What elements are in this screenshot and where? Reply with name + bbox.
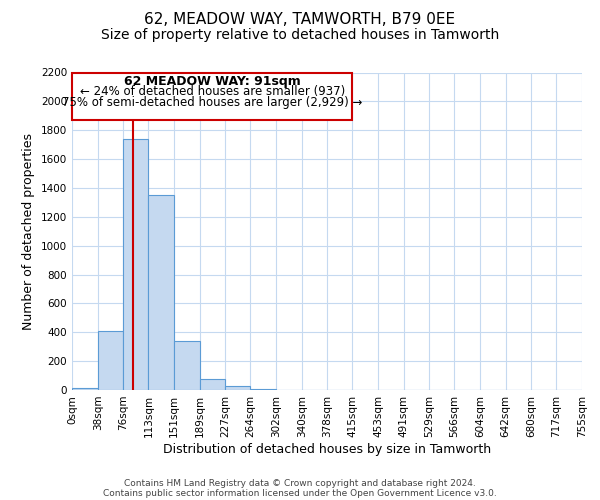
Y-axis label: Number of detached properties: Number of detached properties xyxy=(22,132,35,330)
Text: 62, MEADOW WAY, TAMWORTH, B79 0EE: 62, MEADOW WAY, TAMWORTH, B79 0EE xyxy=(145,12,455,28)
Bar xyxy=(200,379,226,390)
Bar xyxy=(72,388,98,390)
Bar xyxy=(124,139,148,390)
Bar xyxy=(174,341,200,390)
FancyBboxPatch shape xyxy=(72,72,352,120)
Text: Size of property relative to detached houses in Tamworth: Size of property relative to detached ho… xyxy=(101,28,499,42)
Text: ← 24% of detached houses are smaller (937): ← 24% of detached houses are smaller (93… xyxy=(80,86,345,98)
Text: 75% of semi-detached houses are larger (2,929) →: 75% of semi-detached houses are larger (… xyxy=(62,96,362,108)
Bar xyxy=(148,195,174,390)
X-axis label: Distribution of detached houses by size in Tamworth: Distribution of detached houses by size … xyxy=(163,442,491,456)
Bar xyxy=(98,331,124,390)
Bar xyxy=(226,386,250,390)
Text: Contains HM Land Registry data © Crown copyright and database right 2024.: Contains HM Land Registry data © Crown c… xyxy=(124,478,476,488)
Text: Contains public sector information licensed under the Open Government Licence v3: Contains public sector information licen… xyxy=(103,488,497,498)
Text: 62 MEADOW WAY: 91sqm: 62 MEADOW WAY: 91sqm xyxy=(124,74,301,88)
